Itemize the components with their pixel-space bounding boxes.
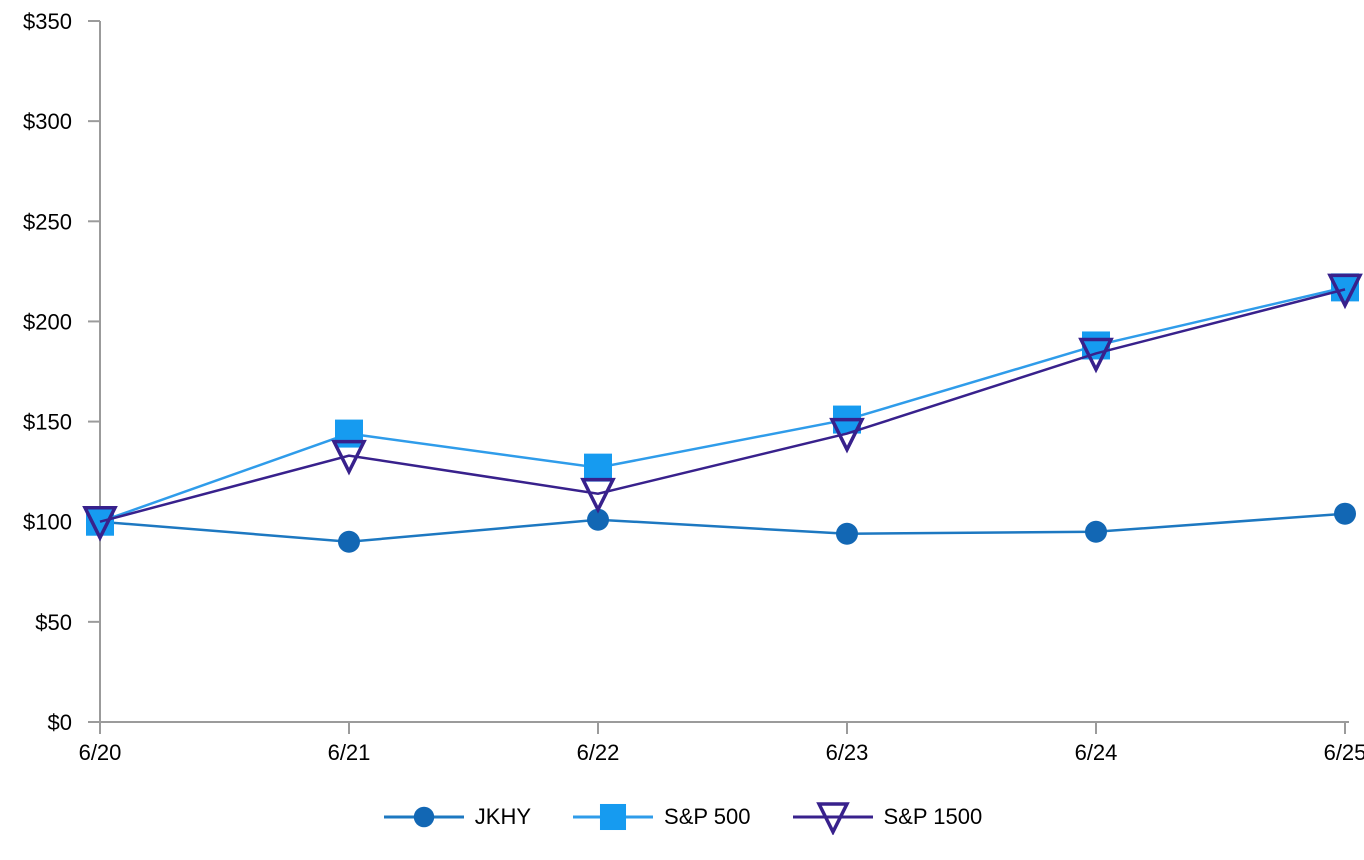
svg-text:$100: $100	[23, 510, 72, 535]
legend-item-jkhy: JKHY	[382, 799, 531, 835]
svg-text:6/24: 6/24	[1075, 740, 1118, 765]
legend-item-sp500: S&P 500	[571, 799, 751, 835]
svg-text:6/22: 6/22	[577, 740, 620, 765]
svg-text:$0: $0	[48, 710, 72, 735]
legend-label-sp1500: S&P 1500	[883, 804, 983, 829]
sp1500-triangle-marker-icon	[792, 802, 873, 835]
svg-text:$350: $350	[23, 9, 72, 34]
svg-text:$300: $300	[23, 109, 72, 134]
svg-text:$150: $150	[23, 410, 72, 435]
legend-item-sp1500: S&P 1500	[791, 799, 983, 835]
svg-text:$200: $200	[23, 309, 72, 334]
svg-text:6/21: 6/21	[328, 740, 371, 765]
line-chart-canvas: $0 $50 $100 $150 $200 $250 $300 $350 6/20 6/21 6/2…	[23, 9, 1364, 765]
svg-text:$50: $50	[35, 610, 72, 635]
svg-text:6/23: 6/23	[826, 740, 869, 765]
svg-text:$250: $250	[23, 209, 72, 234]
jkhy-circle-marker-icon	[383, 806, 464, 828]
svg-text:6/25: 6/25	[1324, 740, 1364, 765]
legend-label-sp500: S&P 500	[664, 804, 751, 829]
svg-text:6/20: 6/20	[79, 740, 122, 765]
legend-label-jkhy: JKHY	[474, 804, 532, 829]
sp500-square-marker-icon	[573, 803, 654, 831]
chart-legend: JKHY S&P 500 S&P 1500	[0, 793, 1364, 841]
